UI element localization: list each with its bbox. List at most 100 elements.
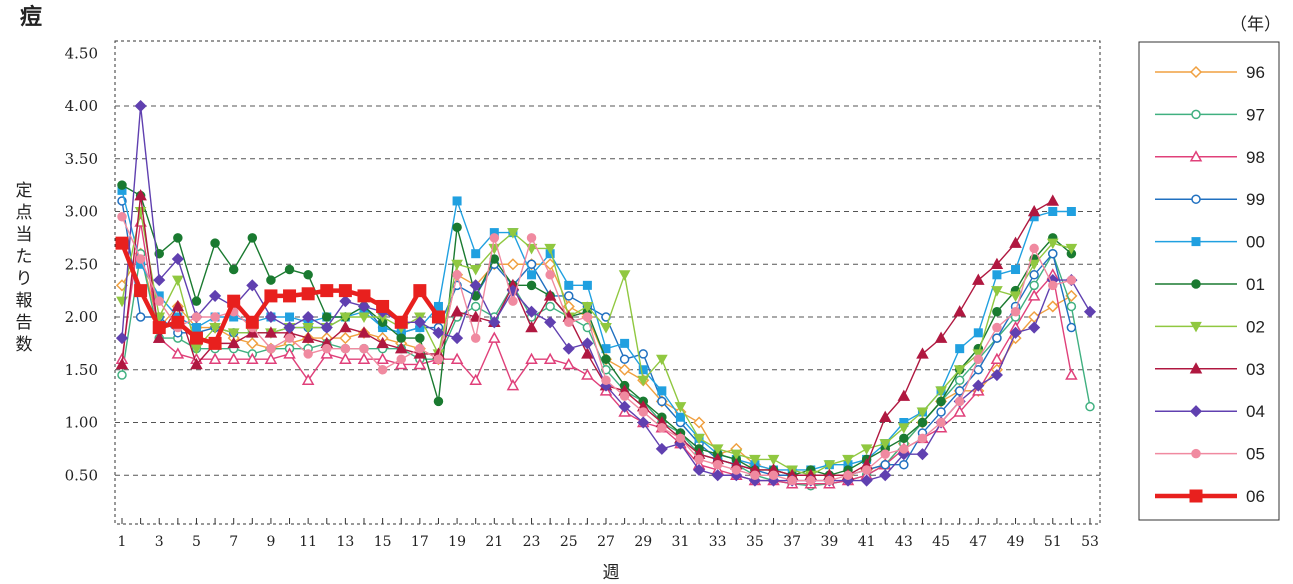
data-point-05: [880, 449, 890, 459]
data-point-03: [134, 189, 147, 201]
data-point-04: [488, 316, 501, 329]
x-tick-label: 7: [229, 534, 238, 550]
legend-item-97: 97: [1155, 105, 1265, 124]
data-point-02: [637, 375, 650, 387]
x-tick-label: 15: [374, 534, 392, 550]
data-point-00: [657, 386, 667, 396]
data-point-97: [1066, 301, 1077, 312]
data-point-97: [954, 375, 965, 386]
data-point-01: [303, 270, 313, 280]
data-point-02: [171, 275, 184, 287]
data-point-99: [619, 354, 630, 364]
data-point-05: [1010, 306, 1021, 317]
data-point-06: [376, 299, 390, 313]
legend-label: 97: [1246, 105, 1265, 124]
data-point-05: [191, 312, 202, 322]
data-point-02: [730, 449, 743, 461]
data-point-98: [469, 373, 482, 386]
legend-label: 98: [1246, 148, 1265, 167]
data-point-05: [415, 343, 425, 354]
data-point-03: [246, 326, 259, 338]
data-point-01: [917, 417, 928, 428]
data-point-01: [266, 275, 276, 285]
legend-item-05: 05: [1155, 445, 1265, 464]
data-point-06: [338, 284, 352, 298]
data-point-01: [322, 312, 332, 322]
data-point-98: [301, 373, 315, 386]
y-axis-label-char: た: [16, 247, 33, 267]
data-point-03: [190, 357, 203, 370]
data-point-05: [340, 343, 351, 354]
data-point-05: [619, 391, 630, 401]
data-point-03: [916, 347, 929, 359]
data-point-99: [880, 459, 890, 470]
data-point-98: [581, 368, 594, 380]
legend-label: 96: [1246, 63, 1265, 82]
data-point-98: [506, 379, 520, 391]
data-point-05: [750, 470, 760, 480]
data-point-06: [357, 289, 371, 303]
data-point-02: [190, 344, 203, 355]
x-tick-label: 5: [192, 534, 201, 550]
legend-item-03: 03: [1155, 360, 1265, 379]
data-point-02: [1065, 243, 1078, 255]
data-point-98: [283, 347, 296, 359]
data-point-98: [488, 331, 501, 343]
x-axis-label: 週: [603, 563, 620, 583]
legend-item-99: 99: [1155, 190, 1265, 209]
data-point-03: [972, 273, 985, 285]
data-point-05: [992, 322, 1002, 333]
data-point-05: [675, 433, 686, 444]
data-point-98: [413, 357, 427, 370]
data-point-05: [117, 212, 127, 222]
data-point-05: [303, 349, 313, 359]
legend-swatch-marker: [1189, 150, 1203, 162]
data-point-04: [357, 300, 371, 313]
x-tick-label: 25: [560, 534, 578, 550]
y-tick-label: 2.50: [65, 255, 98, 273]
data-point-04: [525, 305, 538, 318]
x-tick-label: 9: [266, 534, 275, 550]
y-axis-label-char: 点: [16, 203, 33, 223]
data-point-05: [154, 296, 164, 306]
data-point-06: [394, 315, 408, 329]
data-point-03: [357, 326, 371, 338]
legend-item-06: 06: [1155, 487, 1265, 506]
data-point-97: [1085, 401, 1095, 412]
legend-swatch-marker: [1190, 321, 1202, 333]
data-point-00: [638, 365, 648, 375]
series-line-05: [121, 216, 1072, 482]
data-point-00: [191, 323, 201, 333]
legend-swatch-marker: [1189, 65, 1203, 79]
data-point-05: [806, 475, 816, 486]
data-point-05: [470, 333, 481, 343]
data-point-04: [115, 332, 129, 345]
data-point-96: [506, 258, 519, 271]
legend-unit-label: （年）: [1230, 15, 1281, 35]
data-point-01: [247, 233, 258, 243]
data-point-02: [767, 454, 780, 466]
x-tick-label: 3: [155, 534, 164, 550]
data-point-02: [916, 407, 929, 418]
data-point-06: [152, 321, 166, 335]
x-tick-label: 27: [597, 534, 615, 550]
y-tick-label: 1.50: [65, 361, 98, 379]
data-point-01: [992, 306, 1002, 317]
data-point-03: [878, 410, 892, 422]
y-tick-label: 2.00: [65, 308, 98, 326]
data-point-04: [209, 289, 222, 302]
data-point-06: [208, 336, 222, 350]
data-point-01: [526, 280, 537, 291]
data-point-04: [1028, 321, 1041, 334]
data-point-04: [264, 310, 277, 324]
data-point-01: [601, 354, 611, 364]
data-point-01: [228, 264, 239, 275]
series-line-06: [119, 242, 441, 346]
data-point-01: [210, 238, 220, 248]
data-point-05: [843, 470, 853, 480]
data-point-05: [601, 375, 611, 386]
grid-lines: [115, 105, 1100, 476]
data-point-03: [115, 357, 129, 370]
